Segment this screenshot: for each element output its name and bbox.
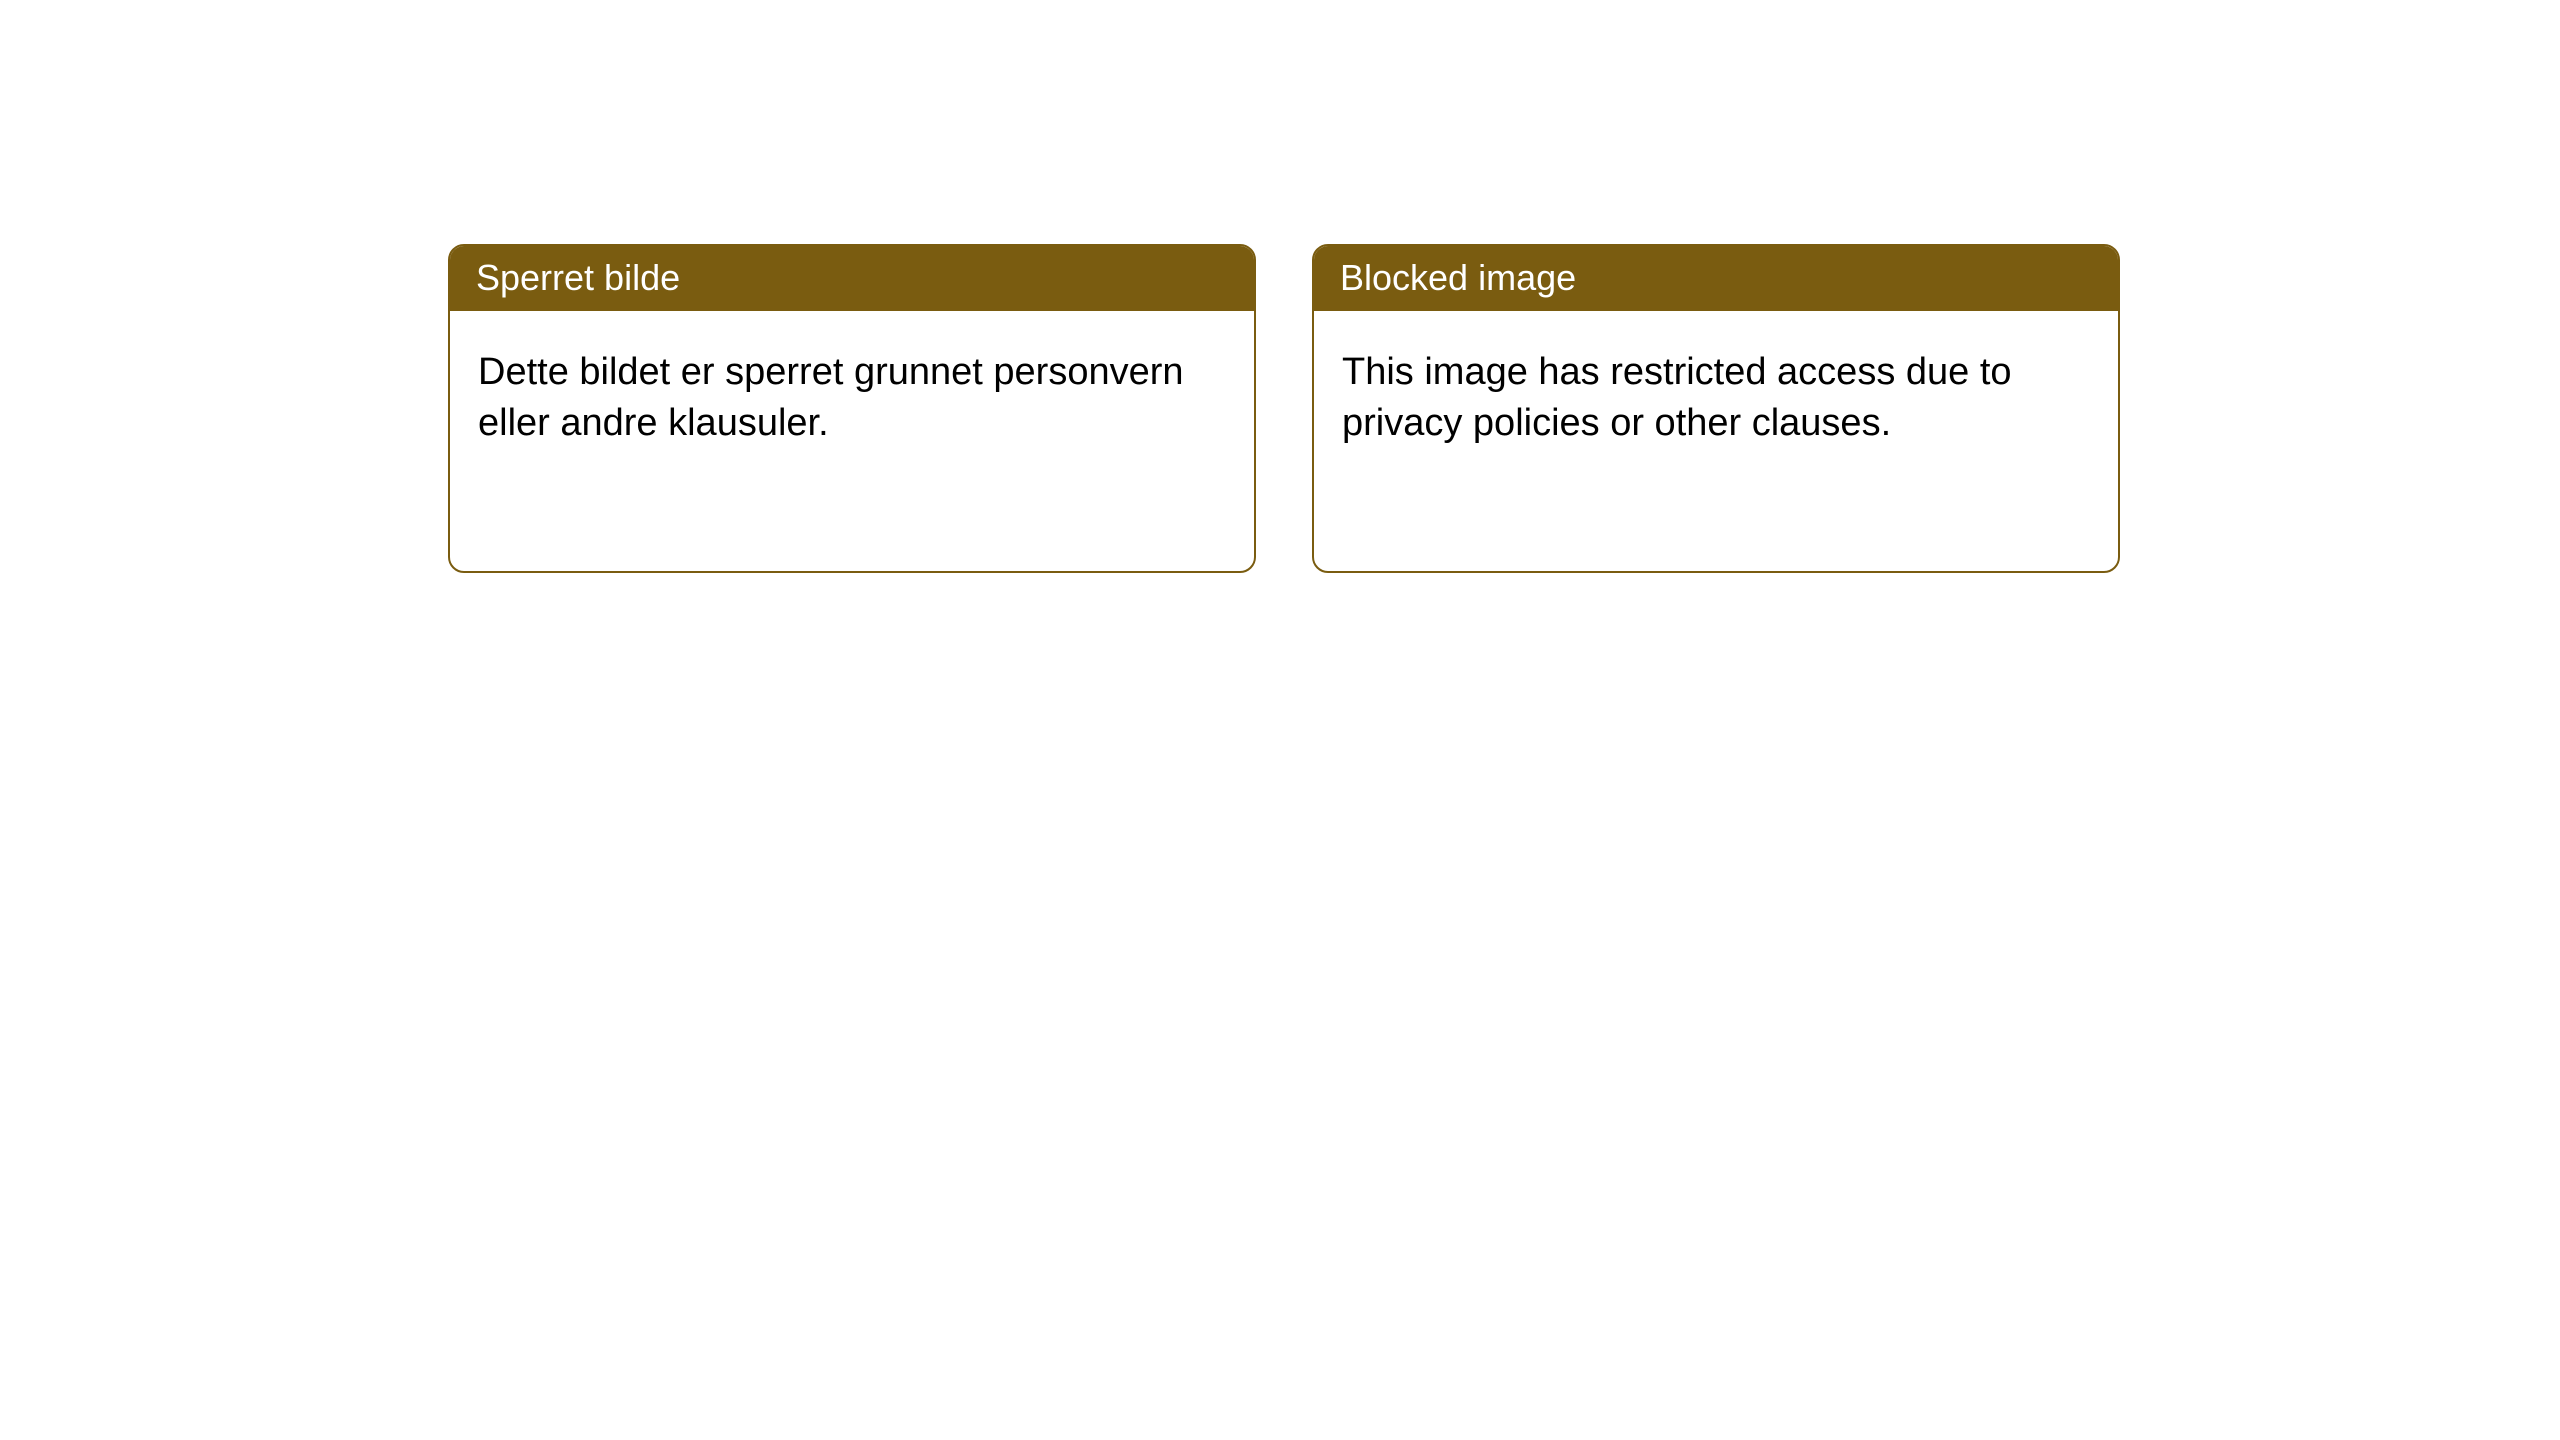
notice-card-norwegian: Sperret bilde Dette bildet er sperret gr… <box>448 244 1256 573</box>
notice-card-body: Dette bildet er sperret grunnet personve… <box>450 311 1254 571</box>
notice-card-title: Sperret bilde <box>450 246 1254 311</box>
notice-card-body: This image has restricted access due to … <box>1314 311 2118 571</box>
notice-container: Sperret bilde Dette bildet er sperret gr… <box>0 0 2560 573</box>
notice-card-title: Blocked image <box>1314 246 2118 311</box>
notice-card-english: Blocked image This image has restricted … <box>1312 244 2120 573</box>
